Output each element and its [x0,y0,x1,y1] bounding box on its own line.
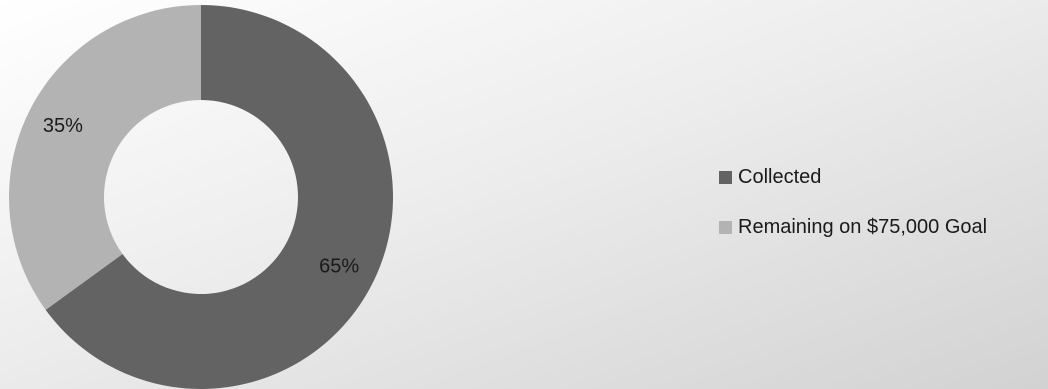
slice-remaining [8,4,202,310]
data-label-remaining: 35% [43,115,83,137]
legend-label-collected: Collected [738,165,822,188]
legend-label-remaining: Remaining on $75,000 Goal [738,215,988,238]
legend-swatch-remaining [719,220,732,234]
slice-collected [45,5,393,389]
legend: Collected Remaining on $75,000 Goal [719,164,987,264]
legend-item-collected: Collected [719,164,987,190]
legend-item-remaining: Remaining on $75,000 Goal [719,214,987,240]
data-label-collected: 65% [319,256,359,278]
legend-swatch-collected [719,170,732,184]
